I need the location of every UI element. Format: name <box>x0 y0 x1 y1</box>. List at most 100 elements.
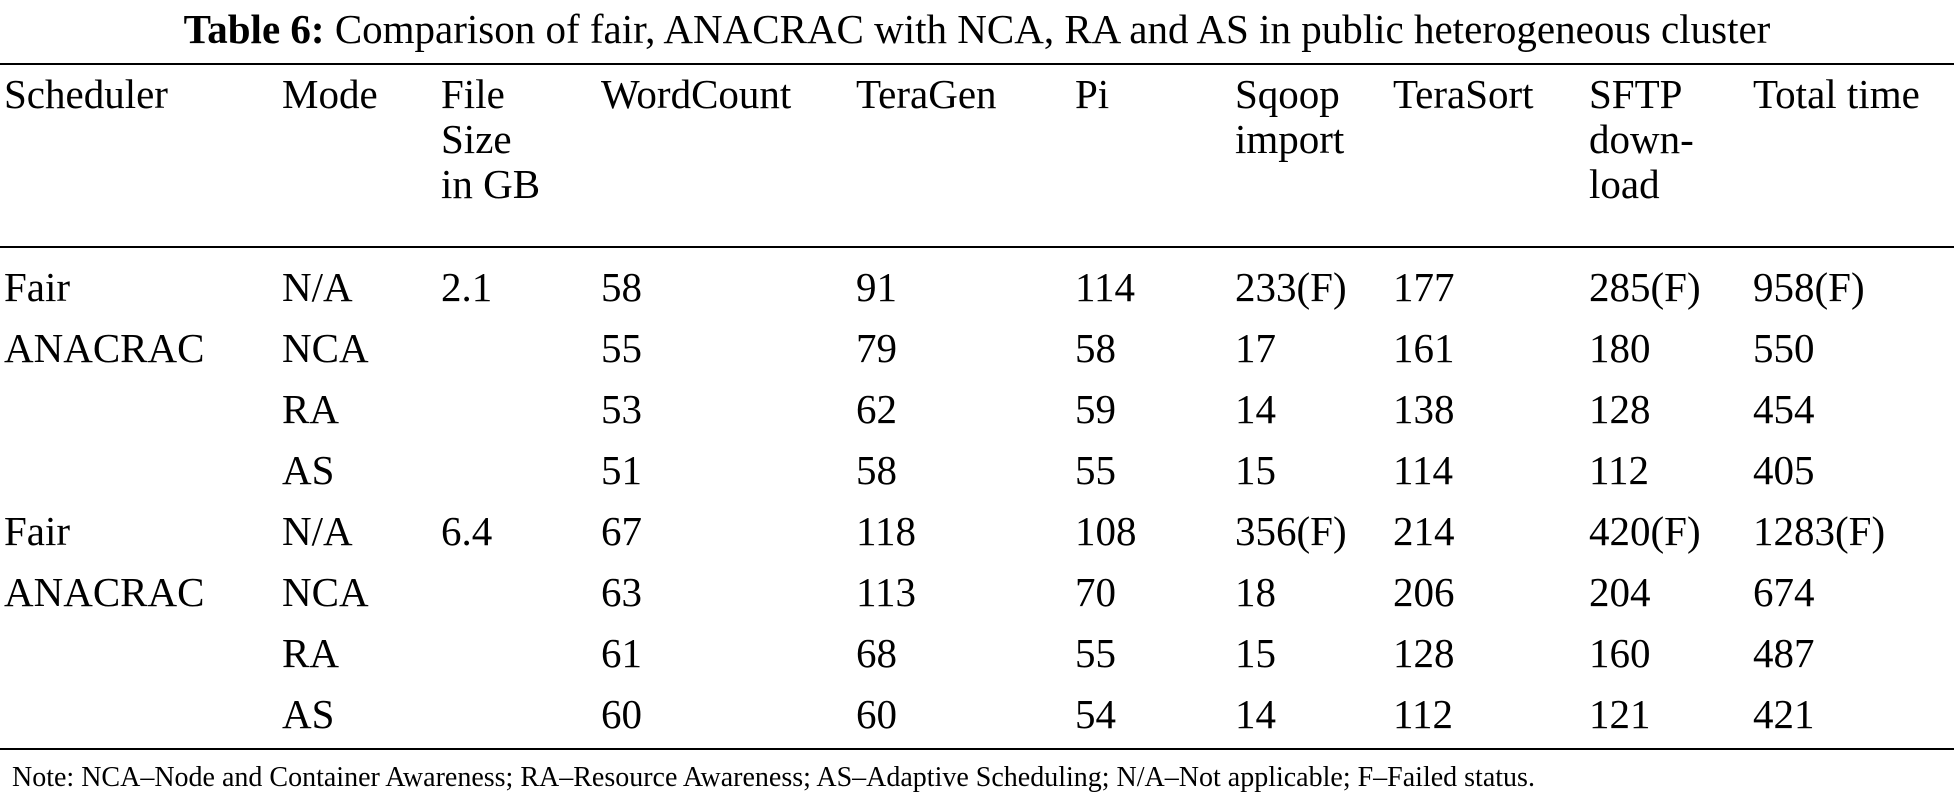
table-header-rule <box>0 246 1954 248</box>
cell-sftp-download: 285(F) <box>1589 264 1701 310</box>
cell-sqoop-import: 233(F) <box>1235 264 1347 310</box>
cell-sqoop-import: 14 <box>1235 691 1276 737</box>
cell-sftp-download: 204 <box>1589 569 1651 615</box>
cell-wordcount: 61 <box>601 630 642 676</box>
cell-teragen: 58 <box>856 447 897 493</box>
header-sqoop-import-line-1: Sqoop <box>1235 71 1340 117</box>
cell-pi: 54 <box>1075 691 1116 737</box>
header-file-size-line-1: File <box>441 71 505 117</box>
cell-sftp-download: 420(F) <box>1589 508 1701 554</box>
cell-teragen: 113 <box>856 569 916 615</box>
cell-sqoop-import: 356(F) <box>1235 508 1347 554</box>
table-row: Fair N/A 2.1 58 91 114 233(F) 177 285(F)… <box>0 257 1954 318</box>
cell-scheduler: Fair <box>4 508 71 554</box>
cell-wordcount: 67 <box>601 508 642 554</box>
cell-wordcount: 53 <box>601 386 642 432</box>
cell-sqoop-import: 17 <box>1235 325 1276 371</box>
header-mode-line: Mode <box>282 71 378 117</box>
header-sqoop-import-line-2: import <box>1235 116 1345 162</box>
header-terasort: TeraSort <box>1393 72 1534 117</box>
cell-pi: 58 <box>1075 325 1116 371</box>
table-caption-text: Comparison of fair, ANACRAC with NCA, RA… <box>334 6 1771 52</box>
cell-teragen: 60 <box>856 691 897 737</box>
table-row: RA 53 62 59 14 138 128 454 <box>0 379 1954 440</box>
cell-mode: NCA <box>282 569 369 615</box>
cell-pi: 59 <box>1075 386 1116 432</box>
cell-pi: 55 <box>1075 447 1116 493</box>
cell-total-time: 405 <box>1753 447 1815 493</box>
cell-terasort: 214 <box>1393 508 1455 554</box>
table-row: RA 61 68 55 15 128 160 487 <box>0 623 1954 684</box>
header-terasort-line: TeraSort <box>1393 71 1534 117</box>
cell-sftp-download: 160 <box>1589 630 1651 676</box>
cell-sqoop-import: 14 <box>1235 386 1276 432</box>
cell-mode: NCA <box>282 325 369 371</box>
header-pi-line: Pi <box>1075 71 1110 117</box>
cell-teragen: 79 <box>856 325 897 371</box>
header-file-size-line-3: in GB <box>441 161 541 207</box>
cell-wordcount: 51 <box>601 447 642 493</box>
cell-total-time: 454 <box>1753 386 1815 432</box>
header-total-time-line: Total time <box>1753 71 1920 117</box>
cell-terasort: 114 <box>1393 447 1453 493</box>
cell-mode: N/A <box>282 264 353 310</box>
cell-mode: N/A <box>282 508 353 554</box>
header-scheduler: Scheduler <box>4 72 168 117</box>
table-bottom-rule <box>0 748 1954 750</box>
cell-terasort: 206 <box>1393 569 1455 615</box>
header-mode: Mode <box>282 72 378 117</box>
cell-total-time: 674 <box>1753 569 1815 615</box>
cell-wordcount: 58 <box>601 264 642 310</box>
header-sftp-download-line-3: load <box>1589 161 1660 207</box>
cell-pi: 70 <box>1075 569 1116 615</box>
cell-terasort: 138 <box>1393 386 1455 432</box>
cell-terasort: 177 <box>1393 264 1455 310</box>
cell-mode: RA <box>282 630 339 676</box>
header-file-size-line-2: Size <box>441 116 512 162</box>
cell-mode: AS <box>282 691 335 737</box>
table-row: AS 60 60 54 14 112 121 421 <box>0 684 1954 745</box>
cell-file-size: 2.1 <box>441 264 493 310</box>
cell-sftp-download: 121 <box>1589 691 1651 737</box>
header-scheduler-line: Scheduler <box>4 71 168 117</box>
cell-teragen: 68 <box>856 630 897 676</box>
cell-teragen: 91 <box>856 264 897 310</box>
header-sftp-download-line-2: down- <box>1589 116 1694 162</box>
table-row: AS 51 58 55 15 114 112 405 <box>0 440 1954 501</box>
cell-teragen: 118 <box>856 508 916 554</box>
cell-scheduler: ANACRAC <box>4 569 205 615</box>
header-wordcount: WordCount <box>601 72 791 117</box>
cell-pi: 114 <box>1075 264 1135 310</box>
header-file-size: File Size in GB <box>441 72 540 207</box>
header-sftp-download: SFTP down- load <box>1589 72 1694 207</box>
table-note: Note: NCA–Node and Container Awareness; … <box>12 762 1535 793</box>
header-teragen: TeraGen <box>856 72 997 117</box>
cell-total-time: 958(F) <box>1753 264 1865 310</box>
cell-teragen: 62 <box>856 386 897 432</box>
cell-sqoop-import: 15 <box>1235 630 1276 676</box>
cell-pi: 108 <box>1075 508 1137 554</box>
cell-mode: AS <box>282 447 335 493</box>
table-row: Fair N/A 6.4 67 118 108 356(F) 214 420(F… <box>0 501 1954 562</box>
header-teragen-line: TeraGen <box>856 71 997 117</box>
cell-total-time: 487 <box>1753 630 1815 676</box>
header-total-time: Total time <box>1753 72 1920 117</box>
table-row: ANACRAC NCA 63 113 70 18 206 204 674 <box>0 562 1954 623</box>
cell-pi: 55 <box>1075 630 1116 676</box>
cell-scheduler: Fair <box>4 264 71 310</box>
header-sftp-download-line-1: SFTP <box>1589 71 1683 117</box>
cell-sftp-download: 180 <box>1589 325 1651 371</box>
cell-mode: RA <box>282 386 339 432</box>
cell-wordcount: 60 <box>601 691 642 737</box>
table-caption: Table 6: Comparison of fair, ANACRAC wit… <box>0 0 1954 58</box>
cell-sftp-download: 128 <box>1589 386 1651 432</box>
header-pi: Pi <box>1075 72 1109 117</box>
cell-wordcount: 55 <box>601 325 642 371</box>
header-wordcount-line: WordCount <box>601 71 792 117</box>
table-row: ANACRAC NCA 55 79 58 17 161 180 550 <box>0 318 1954 379</box>
cell-scheduler: ANACRAC <box>4 325 205 371</box>
cell-total-time: 421 <box>1753 691 1815 737</box>
cell-wordcount: 63 <box>601 569 642 615</box>
cell-sqoop-import: 18 <box>1235 569 1276 615</box>
cell-total-time: 1283(F) <box>1753 508 1886 554</box>
